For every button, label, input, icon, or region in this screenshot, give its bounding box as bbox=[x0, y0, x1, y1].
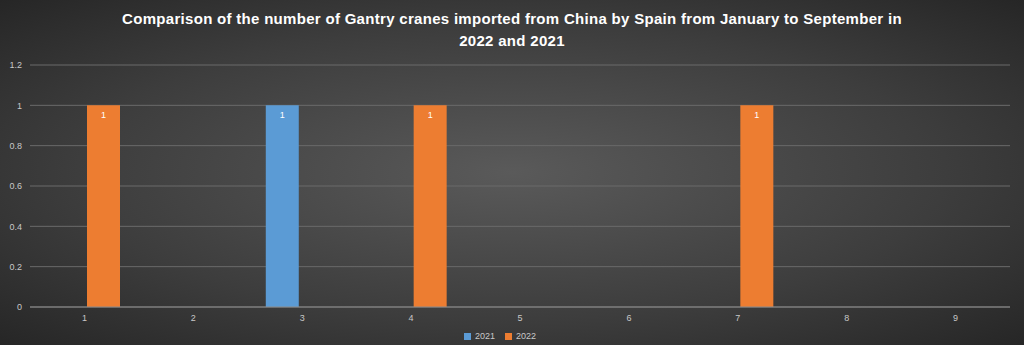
html-text:2021: 2021 bbox=[475, 331, 495, 341]
svg-text:8: 8 bbox=[844, 313, 849, 323]
svg-text:1.2: 1.2 bbox=[9, 60, 22, 70]
svg-text:0.4: 0.4 bbox=[9, 222, 22, 232]
svg-text:0.8: 0.8 bbox=[9, 141, 22, 151]
svg-text:3: 3 bbox=[300, 313, 305, 323]
svg-text:1: 1 bbox=[17, 101, 22, 111]
svg-text:0.2: 0.2 bbox=[9, 262, 22, 272]
svg-text:2: 2 bbox=[191, 313, 196, 323]
html-text:Comparison of the number of Ga: Comparison of the number of Gantry crane… bbox=[122, 10, 902, 49]
svg-text:9: 9 bbox=[953, 313, 958, 323]
svg-text:4: 4 bbox=[409, 313, 414, 323]
svg-text:1: 1 bbox=[101, 110, 106, 120]
svg-text:0.6: 0.6 bbox=[9, 181, 22, 191]
svg-text:1: 1 bbox=[428, 110, 433, 120]
svg-text:0: 0 bbox=[17, 302, 22, 312]
svg-text:1: 1 bbox=[280, 110, 285, 120]
svg-text:1: 1 bbox=[754, 110, 759, 120]
svg-text:5: 5 bbox=[517, 313, 522, 323]
html-text:2022: 2022 bbox=[516, 331, 536, 341]
svg-text:1: 1 bbox=[82, 313, 87, 323]
svg-text:7: 7 bbox=[735, 313, 740, 323]
svg-text:6: 6 bbox=[626, 313, 631, 323]
